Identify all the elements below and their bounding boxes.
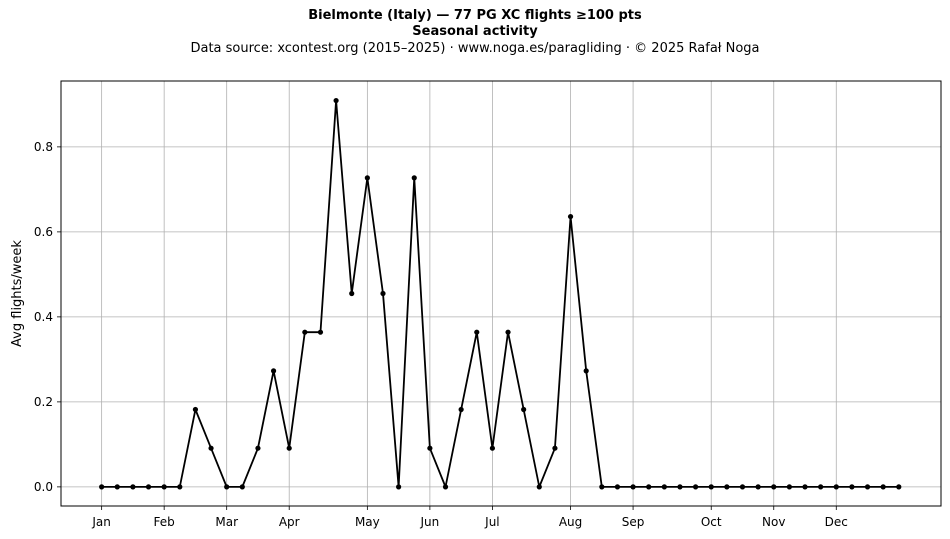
- data-point: [646, 484, 652, 490]
- data-point: [333, 97, 339, 104]
- data-point: [708, 484, 714, 490]
- data-point: [599, 484, 605, 490]
- data-point: [192, 406, 199, 413]
- chart-subtitle: Seasonal activity: [412, 24, 538, 39]
- x-tick-label: Nov: [762, 515, 785, 529]
- x-tick-label: Jul: [484, 515, 499, 529]
- data-point: [114, 484, 120, 490]
- data-point: [786, 484, 792, 490]
- data-point: [99, 484, 105, 490]
- data-point: [317, 329, 324, 335]
- x-tick-label: Apr: [279, 515, 300, 529]
- data-point: [286, 445, 292, 451]
- data-point: [849, 484, 855, 490]
- data-point: [864, 484, 871, 490]
- chart-source-note: Data source: xcontest.org (2015–2025) · …: [190, 41, 760, 56]
- x-tick-label: Jan: [91, 515, 111, 529]
- y-tick-label: 0.6: [34, 225, 53, 239]
- x-tick-label: May: [355, 515, 380, 529]
- data-point: [583, 368, 589, 374]
- x-tick-label: Jun: [420, 515, 440, 529]
- data-point: [177, 484, 183, 490]
- data-point: [255, 445, 261, 451]
- grid: [61, 81, 941, 506]
- data-point: [552, 445, 558, 451]
- data-point: [567, 213, 574, 220]
- data-point: [521, 406, 527, 413]
- data-point: [349, 290, 355, 297]
- data-point: [239, 484, 245, 490]
- data-point: [818, 484, 824, 490]
- plot-area-frame: [60, 80, 942, 507]
- data-point: [536, 484, 542, 490]
- y-axis-label: Avg flights/week: [10, 240, 25, 347]
- data-point: [724, 484, 730, 490]
- data-point: [270, 368, 277, 374]
- data-point: [505, 329, 511, 335]
- x-tick-label: Dec: [825, 515, 848, 529]
- chart-titles: Bielmonte (Italy) — 77 PG XC flights ≥10…: [0, 8, 950, 58]
- data-point: [489, 445, 496, 451]
- x-tick-label: Mar: [215, 515, 238, 529]
- data-point: [677, 484, 683, 490]
- data-point: [411, 175, 417, 181]
- axis-ticks: Jan Feb Mar Apr May Jun Jul Aug Sep Oct Nov Dec 0.0 0…: [34, 140, 848, 529]
- data-point: [771, 484, 777, 490]
- data-point: [802, 484, 808, 490]
- data-point: [693, 484, 699, 490]
- data-point: [614, 484, 621, 490]
- data-point: [896, 484, 902, 490]
- data-point: [474, 329, 480, 335]
- data-point: [208, 445, 214, 451]
- series-layer: [99, 97, 902, 490]
- data-point: [364, 175, 370, 181]
- data-point: [380, 290, 386, 297]
- data-point: [161, 484, 167, 490]
- data-point: [661, 484, 667, 490]
- data-point: [739, 484, 746, 490]
- data-point: [755, 484, 761, 490]
- data-point: [145, 484, 152, 490]
- y-tick-label: 0.2: [34, 395, 53, 409]
- data-point: [130, 484, 136, 490]
- x-tick-label: Oct: [701, 515, 722, 529]
- chart-title: Bielmonte (Italy) — 77 PG XC flights ≥10…: [308, 8, 642, 23]
- y-tick-label: 0.8: [34, 140, 53, 154]
- x-tick-label: Sep: [622, 515, 645, 529]
- data-point: [458, 406, 464, 413]
- series-line: [101, 99, 899, 488]
- data-point: [396, 484, 402, 490]
- data-point: [833, 484, 839, 490]
- data-point: [224, 484, 230, 490]
- data-point: [442, 484, 449, 490]
- y-tick-label: 0.0: [34, 480, 53, 494]
- x-tick-label: Aug: [559, 515, 582, 529]
- data-point: [302, 329, 308, 335]
- data-point: [427, 445, 433, 451]
- data-point: [880, 484, 886, 490]
- x-tick-label: Feb: [154, 515, 175, 529]
- data-point: [630, 484, 636, 490]
- y-tick-label: 0.4: [34, 310, 53, 324]
